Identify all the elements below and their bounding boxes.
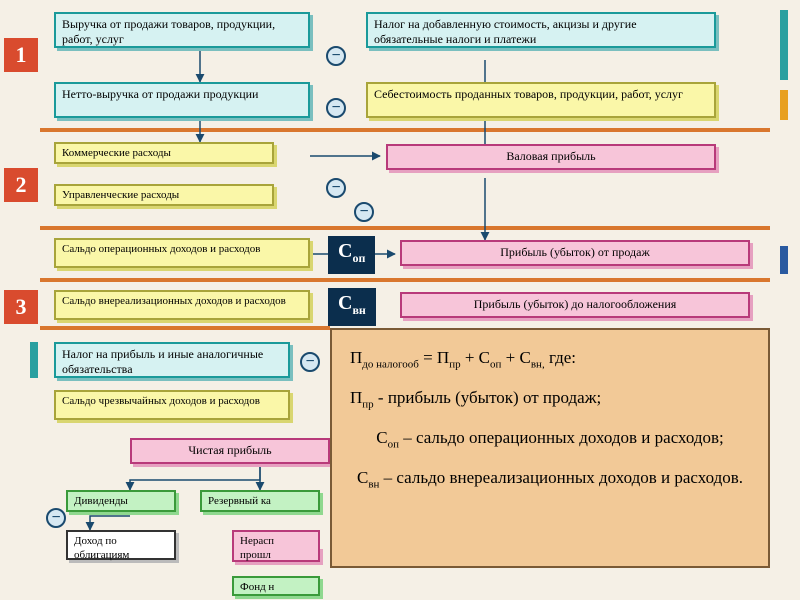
box-undist2: прошл xyxy=(232,546,320,562)
minus-5: − xyxy=(300,352,320,372)
box-gross-profit: Валовая прибыль xyxy=(386,144,716,170)
stripe-teal xyxy=(780,10,788,80)
minus-6: − xyxy=(46,508,66,528)
box-net-revenue: Нетто-выручка от продажи продукции xyxy=(54,82,310,118)
minus-1: − xyxy=(326,46,346,66)
var-cvn-sym: С xyxy=(338,292,352,314)
box-reserve: Резервный ка xyxy=(200,490,320,512)
var-cvn: Свн xyxy=(328,288,376,326)
var-cop: Соп xyxy=(328,236,375,274)
formula-line-4: Свн – сальдо внереализационных доходов и… xyxy=(350,464,750,494)
box-nonop-balance: Сальдо внереализационных доходов и расхо… xyxy=(54,290,310,320)
box-cogs: Себестоимость проданных товаров, продукц… xyxy=(366,82,716,118)
section-3: 3 xyxy=(4,290,38,324)
divider-3 xyxy=(40,278,770,282)
section-2: 2 xyxy=(4,168,38,202)
stripe-orange xyxy=(780,90,788,120)
box-fund: Фонд н xyxy=(232,576,320,596)
box-vat: Налог на добавленную стоимость, акцизы и… xyxy=(366,12,716,48)
divider-2 xyxy=(40,226,770,230)
box-op-balance: Сальдо операционных доходов и расходов xyxy=(54,238,310,268)
box-bond-income: Доход по облигациям xyxy=(66,530,176,560)
var-cvn-sub: вн xyxy=(352,303,365,317)
section-1: 1 xyxy=(4,38,38,72)
divider-3b xyxy=(40,326,330,330)
box-commercial: Коммерческие расходы xyxy=(54,142,274,164)
formula-line-2: Ппр - прибыль (убыток) от продаж; xyxy=(350,384,750,414)
formula-line-3: Соп – сальдо операционных доходов и расх… xyxy=(350,424,750,454)
minus-4: − xyxy=(354,202,374,222)
box-extra-balance: Сальдо чрезвычайных доходов и расходов xyxy=(54,390,290,420)
box-net-profit: Чистая прибыль xyxy=(130,438,330,464)
stripe-blue-1 xyxy=(780,246,788,274)
formula-panel: Пдо налогооб = Ппр + Соп + Свн, где: Ппр… xyxy=(330,328,770,568)
box-dividends: Дивиденды xyxy=(66,490,176,512)
formula-line-1: Пдо налогооб = Ппр + Соп + Свн, где: xyxy=(350,344,750,374)
minus-2: − xyxy=(326,98,346,118)
var-cop-sym: С xyxy=(338,240,352,262)
box-revenue: Выручка от продажи товаров, продукции, р… xyxy=(54,12,310,48)
box-sales-profit: Прибыль (убыток) от продаж xyxy=(400,240,750,266)
box-profit-tax: Налог на прибыль и иные аналогичные обяз… xyxy=(54,342,290,378)
box-management: Управленческие расходы xyxy=(54,184,274,206)
var-cop-sub: оп xyxy=(352,251,365,265)
box-pretax-profit: Прибыль (убыток) до налогообложения xyxy=(400,292,750,318)
box-undist: Нерасп xyxy=(232,530,320,546)
divider-1 xyxy=(40,128,770,132)
stripe-teal-2 xyxy=(30,342,38,378)
minus-3: − xyxy=(326,178,346,198)
